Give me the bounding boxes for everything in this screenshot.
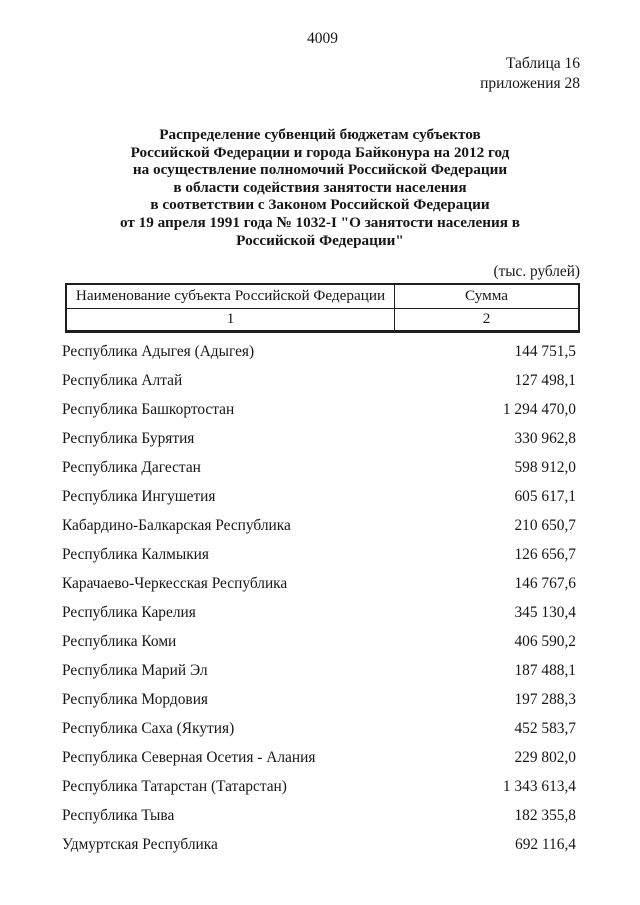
document-title: Распределение субвенций бюджетам субъект… [40,126,600,249]
region-name: Республика Башкортостан [62,401,235,418]
region-name: Республика Тыва [62,807,175,824]
region-name: Республика Адыгея (Адыгея) [62,343,255,360]
region-name: Республика Калмыкия [62,546,209,563]
region-value: 126 656,7 [514,546,576,563]
region-value: 692 116,4 [515,836,576,853]
table-row: Республика Алтай 127 498,1 [62,372,576,401]
region-value: 406 590,2 [514,633,576,650]
table-row: Республика Марий Эл 187 488,1 [62,662,576,691]
region-name: Республика Мордовия [62,691,209,708]
region-value: 210 650,7 [514,517,576,534]
region-name: Карачаево-Черкесская Республика [62,575,288,592]
region-name: Республика Дагестан [62,459,201,476]
region-value: 229 802,0 [514,749,576,766]
region-name: Республика Алтай [62,372,183,389]
table-row: Республика Башкортостан 1 294 470,0 [62,401,576,430]
column-number-row: 1 2 [67,309,578,330]
region-name: Кабардино-Балкарская Республика [62,517,291,534]
region-value: 1 294 470,0 [502,401,576,418]
region-value: 127 498,1 [514,372,576,389]
region-value: 187 488,1 [514,662,576,679]
table-row: Республика Адыгея (Адыгея) 144 751,5 [62,343,576,372]
title-line: в соответствии с Законом Российской Феде… [150,196,490,214]
page-number: 4009 [307,30,338,47]
title-line: Российской Федерации" [236,231,404,249]
region-value: 1 343 613,4 [502,778,576,795]
annex-label: приложения 28 [480,75,580,92]
table-row: Республика Мордовия 197 288,3 [62,691,576,720]
table-row: Республика Калмыкия 126 656,7 [62,546,576,575]
header-row: Наименование субъекта Российской Федерац… [67,285,578,309]
region-value: 197 288,3 [514,691,576,708]
region-name: Республика Северная Осетия - Алания [62,749,316,766]
region-value: 144 751,5 [514,343,576,360]
region-value: 598 912,0 [514,459,576,476]
table-row: Республика Саха (Якутия) 452 583,7 [62,720,576,749]
table-row: Республика Бурятия 330 962,8 [62,430,576,459]
table-row: Удмуртская Республика 692 116,4 [62,836,576,865]
table-row: Республика Карелия 345 130,4 [62,604,576,633]
region-name: Республика Бурятия [62,430,195,447]
table-row: Республика Коми 406 590,2 [62,633,576,662]
region-name: Республика Марий Эл [62,662,208,679]
region-value: 345 130,4 [514,604,576,621]
region-value: 452 583,7 [514,720,576,737]
table-row: Республика Северная Осетия - Алания 229 … [62,749,576,778]
table-header: Наименование субъекта Российской Федерац… [65,283,580,333]
title-line: на осуществление полномочий Российской Ф… [132,161,508,179]
header-cell-sum: Сумма [464,287,508,304]
column-number-name: 1 [67,309,395,330]
title-line: Российской Федерации и города Байконура … [130,143,510,161]
title-line: в области содействия занятости населения [173,178,467,196]
table-row: Республика Ингушетия 605 617,1 [62,488,576,517]
table-row: Республика Дагестан 598 912,0 [62,459,576,488]
region-name: Республика Татарстан (Татарстан) [62,778,287,795]
table-row: Карачаево-Черкесская Республика 146 767,… [62,575,576,604]
region-value: 605 617,1 [514,488,576,505]
region-value: 146 767,6 [514,575,576,592]
region-value: 330 962,8 [514,430,576,447]
table-row: Республика Тыва 182 355,8 [62,807,576,836]
region-name: Республика Коми [62,633,177,650]
title-line: Распределение субвенций бюджетам субъект… [159,126,481,143]
region-name: Республика Карелия [62,604,196,621]
table-label: Таблица 16 [505,55,580,72]
region-name: Республика Ингушетия [62,488,216,505]
table-body: Республика Адыгея (Адыгея) 144 751,5 Рес… [62,343,576,865]
header-cell-name: Наименование субъекта Российской Федерац… [67,285,395,308]
title-line: от 19 апреля 1991 года № 1032-I "О занят… [120,213,520,231]
region-name: Удмуртская Республика [62,836,218,853]
table-row: Кабардино-Балкарская Республика 210 650,… [62,517,576,546]
table-row: Республика Татарстан (Татарстан) 1 343 6… [62,778,576,807]
column-number-sum: 2 [482,310,491,327]
region-value: 182 355,8 [514,807,576,824]
table-annex-labels: Таблица 16 приложения 28 [65,54,580,94]
region-name: Республика Саха (Якутия) [62,720,235,737]
units-label: (тыс. рублей) [493,263,581,280]
